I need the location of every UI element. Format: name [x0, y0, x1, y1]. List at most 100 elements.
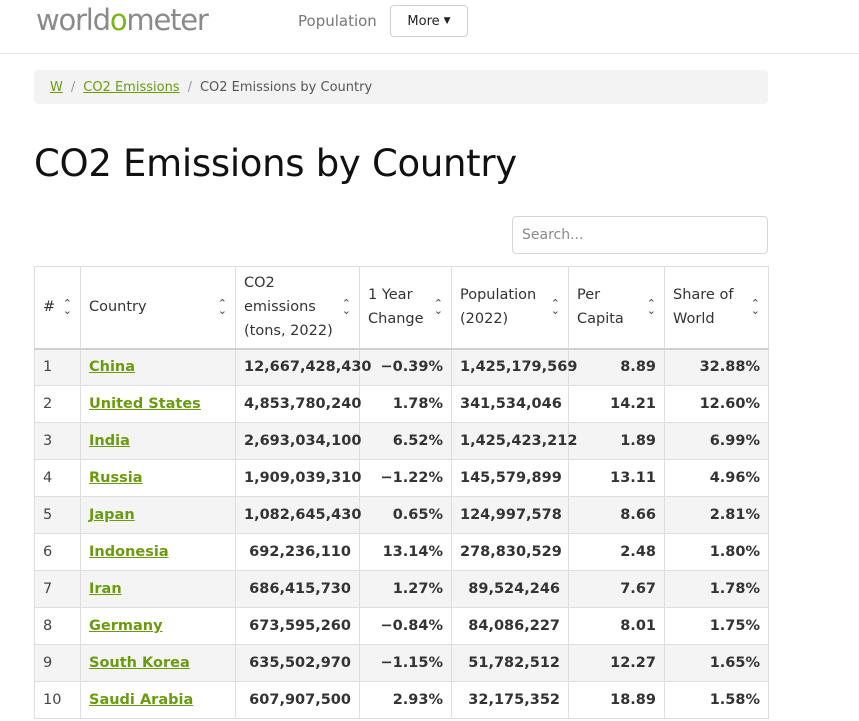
column-header-label: CO2 emissions (tons, 2022) [244, 275, 333, 340]
country-link[interactable]: Iran [89, 581, 122, 597]
cell-per-capita: 8.01 [568, 607, 665, 645]
cell-share: 12.60% [664, 385, 769, 423]
cell-share: 1.78% [664, 570, 769, 608]
column-header-label: Share of World [673, 287, 734, 328]
worldometer-logo[interactable]: worldometer [36, 2, 209, 38]
cell-rank: 4 [34, 459, 81, 497]
more-button-label: More [407, 13, 440, 29]
sort-icon: ⌃ ⌄ [341, 297, 351, 318]
cell-population: 124,997,578 [451, 496, 569, 534]
cell-population: 278,830,529 [451, 533, 569, 571]
breadcrumb-separator: / [187, 79, 192, 95]
cell-population: 1,425,423,212 [451, 422, 577, 460]
cell-change: −0.84% [359, 607, 452, 645]
cell-per-capita: 7.67 [568, 570, 665, 608]
country-link[interactable]: China [89, 359, 136, 376]
country-link[interactable]: Japan [89, 507, 135, 523]
breadcrumb-separator: / [70, 79, 76, 95]
breadcrumb-home-link[interactable]: W [50, 79, 63, 95]
table-row: 7 Iran 686,415,730 1.27% 89,524,246 7.67 1.78% [34, 570, 769, 608]
breadcrumb-current: CO2 Emissions by Country [199, 79, 373, 95]
cell-per-capita: 18.89 [568, 681, 665, 719]
cell-change: 0.65% [359, 496, 452, 534]
country-link[interactable]: Saudi Arabia [89, 692, 194, 708]
sort-icon: ⌃ ⌄ [750, 297, 760, 318]
column-header-per-capita[interactable]: Per Capita ⌃ ⌄ [568, 266, 665, 350]
cell-rank: 2 [34, 385, 81, 423]
sort-icon: ⌃ ⌄ [550, 297, 560, 318]
table-row: 8 Germany 673,595,260 −0.84% 84,086,227 8.01 1… [34, 607, 769, 645]
cell-country: Iran [80, 570, 236, 608]
country-link[interactable]: Russia [89, 470, 143, 486]
cell-change: 13.14% [359, 533, 452, 571]
cell-population: 51,782,512 [451, 644, 569, 682]
table-header-row: # ⌃ ⌄ Country ⌃ ⌄ CO2 emissions (tons, 2022)… [34, 266, 769, 350]
cell-emissions: 2,693,034,100 [235, 422, 361, 460]
cell-country: United States [80, 385, 236, 423]
cell-emissions: 607,907,500 [235, 681, 360, 719]
sort-icon: ⌃ ⌄ [62, 297, 72, 318]
cell-per-capita: 1.89 [568, 422, 665, 460]
table-row: 9 South Korea 635,502,970 −1.15% 51,782,512 1… [34, 644, 769, 682]
sort-icon: ⌃ ⌄ [433, 297, 443, 318]
column-header-emissions[interactable]: CO2 emissions (tons, 2022) ⌃ ⌄ [235, 266, 360, 350]
cell-change: −1.22% [359, 459, 452, 497]
country-link[interactable]: Germany [89, 618, 163, 634]
cell-share: 4.96% [664, 459, 769, 497]
column-header-label: Per Capita [577, 287, 624, 328]
country-link[interactable]: South Korea [89, 655, 190, 671]
cell-country: South Korea [80, 644, 236, 682]
column-header-label: # [43, 299, 56, 316]
table-row: 3 India 2,693,034,100 6.52% 1,425,423,212 1.8… [34, 422, 769, 460]
cell-share: 1.80% [664, 533, 769, 571]
cell-emissions: 686,415,730 [235, 570, 360, 608]
cell-per-capita: 13.11 [568, 459, 665, 497]
page-title: CO2 Emissions by Country [34, 142, 517, 185]
cell-emissions: 692,236,110 [235, 533, 360, 571]
cell-rank: 10 [34, 681, 81, 719]
logo-text-o: o [109, 3, 128, 37]
country-link[interactable]: Indonesia [89, 544, 169, 560]
cell-emissions: 635,502,970 [235, 644, 360, 682]
column-header-country[interactable]: Country ⌃ ⌄ [80, 266, 236, 350]
cell-population: 84,086,227 [451, 607, 569, 645]
cell-rank: 5 [34, 496, 81, 534]
logo-text-prefix: world [36, 3, 111, 37]
cell-change: 1.27% [359, 570, 452, 608]
cell-share: 6.99% [664, 422, 769, 460]
column-header-population[interactable]: Population (2022) ⌃ ⌄ [451, 266, 569, 350]
cell-change: 2.93% [359, 681, 452, 719]
cell-population: 1,425,179,569 [451, 348, 577, 386]
cell-share: 2.81% [664, 496, 769, 534]
sort-icon: ⌃ ⌄ [646, 297, 656, 318]
column-header-rank[interactable]: # ⌃ ⌄ [34, 266, 81, 350]
nav-link-population[interactable]: Population [298, 12, 377, 30]
cell-change: 6.52% [359, 422, 452, 460]
cell-rank: 1 [34, 348, 81, 386]
cell-per-capita: 12.27 [568, 644, 665, 682]
cell-rank: 8 [34, 607, 81, 645]
column-header-label: Country [89, 299, 147, 316]
cell-population: 89,524,246 [451, 570, 569, 608]
cell-change: −0.39% [359, 348, 452, 386]
cell-per-capita: 14.21 [568, 385, 665, 423]
column-header-change[interactable]: 1 Year Change ⌃ ⌄ [359, 266, 452, 350]
top-navbar: worldometer Population More ▼ [0, 0, 859, 54]
cell-country: Russia [80, 459, 236, 497]
column-header-share[interactable]: Share of World ⌃ ⌄ [664, 266, 769, 350]
more-menu-button[interactable]: More ▼ [390, 5, 468, 37]
search-input[interactable] [512, 216, 768, 254]
cell-emissions: 1,909,039,310 [235, 459, 361, 497]
cell-population: 341,534,046 [451, 385, 569, 423]
country-link[interactable]: India [89, 433, 130, 449]
cell-per-capita: 8.66 [568, 496, 665, 534]
sort-icon: ⌃ ⌄ [217, 297, 227, 318]
cell-population: 32,175,352 [451, 681, 569, 719]
table-row: 10 Saudi Arabia 607,907,500 2.93% 32,175,352… [34, 681, 769, 719]
country-link[interactable]: United States [89, 396, 201, 412]
cell-country: Indonesia [80, 533, 236, 571]
cell-per-capita: 2.48 [568, 533, 665, 571]
cell-rank: 3 [34, 422, 81, 460]
cell-rank: 6 [34, 533, 81, 571]
breadcrumb-parent-link[interactable]: CO2 Emissions [83, 79, 180, 95]
